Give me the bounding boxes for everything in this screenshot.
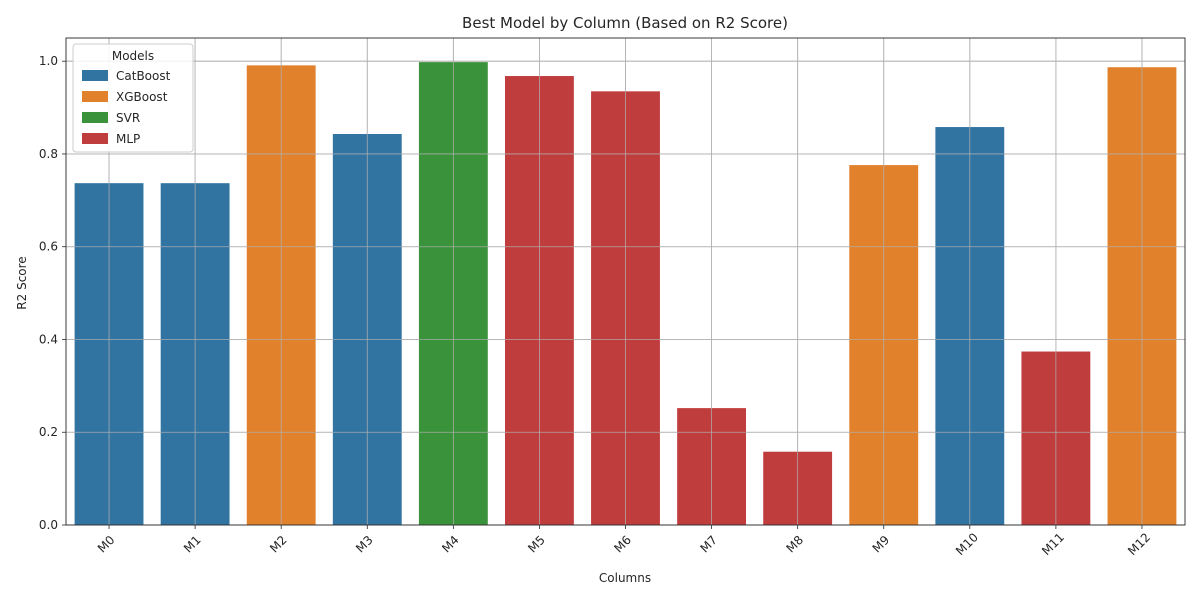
legend: Models CatBoost XGBoost SVR MLP [72, 43, 194, 153]
y-tick-label: 0.6 [39, 240, 58, 254]
legend-label-xgboost: XGBoost [116, 90, 168, 104]
x-tick-label: M7 [697, 533, 720, 556]
chart-title: Best Model by Column (Based on R2 Score) [462, 14, 788, 32]
legend-entries: CatBoost XGBoost SVR MLP [82, 69, 171, 146]
x-tick-label: M8 [784, 533, 807, 556]
x-tick-label: M3 [353, 533, 376, 556]
y-axis-label: R2 Score [15, 256, 29, 309]
x-tick-label: M11 [1039, 530, 1067, 558]
x-tick-label: M9 [870, 533, 893, 556]
x-tick-label: M0 [95, 533, 118, 556]
legend-label-svr: SVR [116, 111, 140, 125]
legend-swatch-mlp [82, 133, 108, 144]
x-tick-label: M2 [267, 533, 290, 556]
plot-frame [65, 37, 1186, 526]
axes [62, 37, 1186, 529]
legend-swatch-catboost [82, 70, 108, 81]
x-tick-label: M4 [439, 533, 462, 556]
x-tick-label: M10 [953, 530, 981, 558]
x-tick-label: M12 [1125, 530, 1153, 558]
legend-title: Models [112, 49, 154, 63]
y-tick-label: 0.4 [39, 332, 58, 346]
legend-swatch-xgboost [82, 91, 108, 102]
y-tick-label: 0.2 [39, 425, 58, 439]
y-tick-label: 0.0 [39, 518, 58, 532]
x-tick-label: M6 [611, 533, 634, 556]
x-tick-label: M1 [181, 533, 204, 556]
y-tick-label: 1.0 [39, 54, 58, 68]
y-tick-label: 0.8 [39, 147, 58, 161]
legend-swatch-svr [82, 112, 108, 123]
legend-label-catboost: CatBoost [116, 69, 171, 83]
legend-label-mlp: MLP [116, 132, 140, 146]
x-tick-label: M5 [525, 533, 548, 556]
x-axis-label: Columns [599, 571, 651, 585]
bars [66, 38, 1185, 526]
